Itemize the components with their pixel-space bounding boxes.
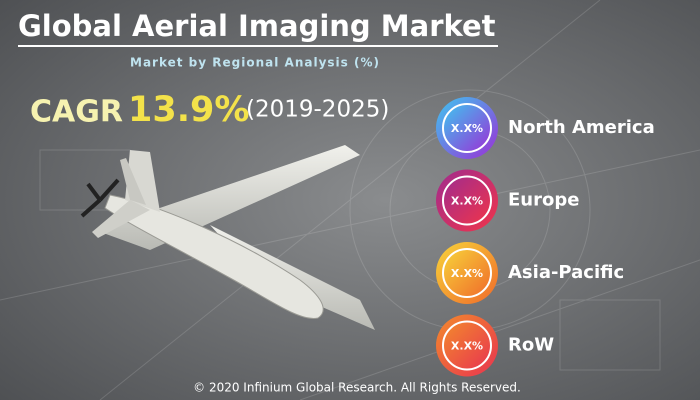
region-share: X.X% bbox=[451, 195, 483, 208]
region-share: X.X% bbox=[451, 267, 483, 280]
region-name: Asia-Pacific bbox=[508, 262, 624, 283]
cagr-period: (2019-2025) bbox=[246, 97, 389, 123]
cagr-value: 13.9% bbox=[128, 90, 249, 130]
region-list: X.X% North America X.X% Europe X.X% Asia-Paci… bbox=[436, 97, 655, 377]
title: Global Aerial Imaging Market bbox=[18, 9, 496, 43]
drone-illustration bbox=[80, 145, 375, 330]
cagr-label: CAGR bbox=[30, 95, 123, 130]
region-share: X.X% bbox=[451, 340, 483, 353]
region-name: RoW bbox=[508, 335, 554, 356]
subtitle: Market by Regional Analysis (%) bbox=[130, 56, 380, 70]
region-inner bbox=[442, 175, 492, 226]
footer: © 2020 Infinium Global Research. All Rig… bbox=[193, 381, 521, 395]
region-name: North America bbox=[508, 117, 655, 138]
region-name: Europe bbox=[508, 190, 579, 211]
region-share: X.X% bbox=[451, 122, 483, 135]
region-inner bbox=[442, 320, 492, 371]
region-inner bbox=[442, 248, 492, 298]
region-inner bbox=[442, 103, 492, 153]
